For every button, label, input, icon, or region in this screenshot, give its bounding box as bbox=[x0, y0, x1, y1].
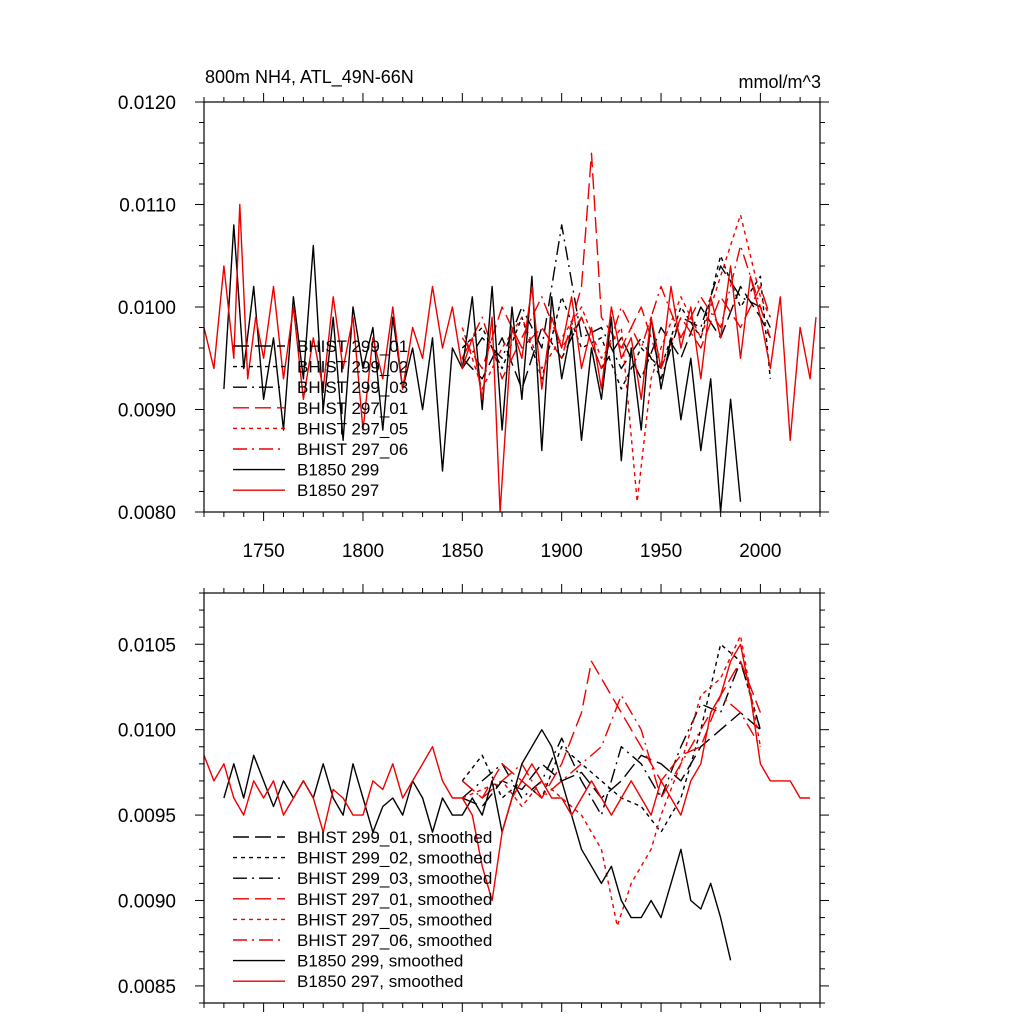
panel-2: 0.0085 0.0090 0.0095 0.0100 0.0105 BHIST 299_… bbox=[118, 584, 829, 1012]
y-tick-label: 0.0090 bbox=[118, 892, 176, 913]
y-tick-label: 0.0105 bbox=[118, 635, 176, 656]
series-line-6 bbox=[461, 244, 771, 380]
y-tick-label: 0.0085 bbox=[118, 977, 176, 998]
series-line-3 bbox=[461, 660, 762, 816]
series-line-1 bbox=[462, 711, 761, 808]
series-line-2 bbox=[461, 643, 762, 833]
legend-label: B1850 299, smoothed bbox=[297, 952, 463, 971]
legend-label: BHIST 299_02 bbox=[297, 358, 408, 377]
series-group bbox=[204, 635, 811, 961]
series-line-1 bbox=[461, 285, 771, 390]
y-tick-label: 0.0080 bbox=[118, 503, 176, 524]
series-line-5 bbox=[462, 635, 762, 927]
y-tick-label: 0.0095 bbox=[118, 806, 176, 827]
x-tick-label: 2000 bbox=[739, 541, 781, 562]
y-tick-label: 0.0100 bbox=[118, 721, 176, 742]
legend-label: BHIST 297_01, smoothed bbox=[297, 890, 492, 909]
x-tick-label: 1950 bbox=[640, 541, 682, 562]
legend-label: BHIST 297_01 bbox=[297, 399, 408, 418]
legend-label: B1850 299 bbox=[297, 461, 379, 480]
legend-label: BHIST 299_01 bbox=[297, 337, 408, 356]
y-tick-label: 0.0120 bbox=[118, 93, 176, 114]
legend-label: B1850 297, smoothed bbox=[297, 972, 463, 991]
series-line-5 bbox=[461, 214, 771, 503]
series-line-7 bbox=[223, 224, 742, 512]
legend-label: BHIST 299_01, smoothed bbox=[297, 828, 492, 847]
legend-label: BHIST 299_03 bbox=[297, 378, 408, 397]
x-tick-label: 1850 bbox=[441, 541, 483, 562]
panel-1: 1750 1800 1850 1900 1950 2000 0.0080 0.0090 0.01… bbox=[118, 93, 829, 562]
x-tick-label: 1750 bbox=[242, 541, 284, 562]
series-line-3 bbox=[461, 224, 771, 380]
title: 800m NH4, ATL_49N-66N bbox=[205, 67, 414, 87]
y-tick-label: 0.0100 bbox=[118, 298, 176, 319]
legend-label: BHIST 297_05 bbox=[297, 419, 408, 438]
units-label: mmol/m^3 bbox=[738, 72, 821, 92]
legend-label: BHIST 299_03, smoothed bbox=[297, 869, 492, 888]
y-tick-label: 0.0090 bbox=[118, 401, 176, 422]
series-line-4 bbox=[461, 152, 771, 370]
legend-label: B1850 297 bbox=[297, 481, 379, 500]
series-group bbox=[204, 152, 817, 512]
legend-label: BHIST 297_05, smoothed bbox=[297, 910, 492, 929]
x-tick-label: 1900 bbox=[541, 541, 583, 562]
series-line-8 bbox=[204, 203, 817, 512]
legend-label: BHIST 297_06, smoothed bbox=[297, 931, 492, 950]
legend: BHIST 299_01, smoothed BHIST 299_02, smoo… bbox=[233, 828, 492, 991]
legend-label: BHIST 297_06 bbox=[297, 440, 408, 459]
y-tick-label: 0.0110 bbox=[119, 196, 176, 217]
series-line-2 bbox=[461, 254, 771, 390]
legend-label: BHIST 299_02, smoothed bbox=[297, 849, 492, 868]
series-line-8 bbox=[204, 643, 811, 902]
x-tick-label: 1800 bbox=[342, 541, 384, 562]
